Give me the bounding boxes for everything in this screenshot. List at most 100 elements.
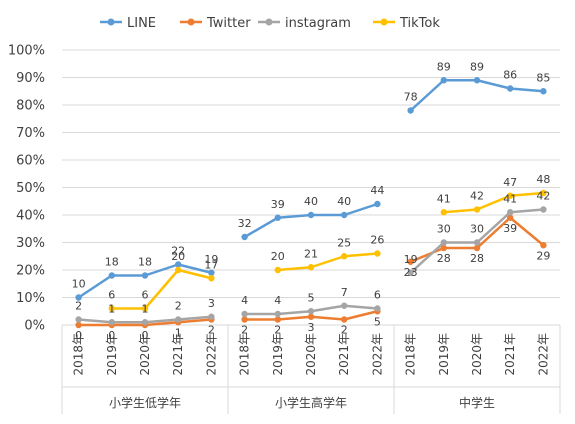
data-label: 17 (204, 258, 218, 271)
data-label: 3 (208, 297, 215, 310)
data-label: 19 (204, 253, 218, 266)
data-label: 20 (271, 250, 285, 263)
data-label: 42 (536, 190, 550, 203)
data-label: 10 (72, 278, 86, 291)
data-label: 3 (308, 321, 315, 334)
data-point (473, 77, 481, 84)
data-label: 28 (470, 252, 484, 265)
data-label: 23 (404, 266, 418, 279)
data-point (141, 305, 149, 312)
data-label: 2 (75, 300, 82, 313)
data-label: 6 (142, 289, 149, 302)
y-tick-label: 80% (16, 99, 45, 114)
data-label: 44 (370, 184, 384, 197)
data-label: 1 (175, 326, 182, 339)
data-point (175, 261, 182, 268)
data-label: 2 (241, 324, 248, 337)
x-tick-label: 2019年 (105, 333, 119, 376)
data-label: 2 (208, 324, 215, 337)
data-label: 40 (304, 195, 318, 208)
data-label: 6 (374, 289, 381, 302)
data-point (341, 211, 348, 219)
data-label: 39 (503, 222, 517, 235)
data-point (75, 321, 82, 329)
data-label: 78 (404, 91, 418, 104)
data-label: 0 (75, 329, 82, 342)
y-tick-label: 30% (16, 236, 45, 251)
data-label: 6 (108, 289, 115, 302)
data-point (374, 250, 381, 257)
y-tick-label: 60% (16, 154, 45, 169)
data-point (341, 316, 348, 323)
data-point (108, 319, 116, 326)
data-point (507, 192, 514, 199)
data-label: 39 (271, 198, 285, 211)
data-point (507, 214, 514, 221)
x-tick-label: 2021年 (503, 333, 517, 376)
y-tick-label: 100% (8, 44, 45, 59)
data-label: 2 (274, 324, 281, 337)
data-label: 41 (503, 192, 517, 205)
y-tick-label: 70% (16, 126, 45, 141)
data-point (440, 77, 447, 84)
data-label: 0 (108, 329, 115, 342)
data-point (341, 302, 348, 309)
y-tick-label: 20% (16, 264, 45, 279)
data-label: 5 (374, 315, 381, 328)
data-point (540, 88, 547, 95)
data-label: 5 (308, 291, 315, 304)
data-label: 1 (108, 302, 115, 315)
legend-entry: LINE (127, 16, 156, 31)
data-point (274, 316, 281, 323)
x-tick-label: 2022年 (370, 333, 384, 376)
y-tick-label: 10% (16, 291, 45, 306)
data-label: 1 (142, 302, 149, 315)
data-label: 2 (175, 300, 182, 313)
data-point (274, 310, 281, 318)
data-point (407, 258, 414, 265)
data-label: 30 (437, 223, 451, 236)
group-label: 中学生 (459, 395, 495, 410)
data-label: 18 (105, 256, 119, 269)
data-label: 89 (470, 60, 484, 73)
legend-swatch-marker (380, 18, 388, 26)
data-point (175, 266, 182, 274)
data-label: 85 (536, 71, 550, 84)
data-label: 32 (238, 217, 252, 230)
x-tick-label: 2020年 (304, 333, 318, 376)
data-label: 20 (171, 250, 185, 263)
data-point (540, 206, 547, 213)
data-label: 21 (304, 247, 318, 260)
series-line (277, 252, 378, 272)
series-line (243, 202, 378, 239)
x-tick-label: 2021年 (337, 333, 351, 376)
data-point (307, 211, 315, 219)
legend: LINE Twitter instagram TikTok (100, 16, 440, 31)
data-label: 42 (470, 190, 484, 203)
data-label: 2 (341, 324, 348, 337)
data-point (473, 206, 481, 213)
data-point (540, 189, 547, 197)
x-tick-label: 2018年 (238, 333, 252, 376)
data-point (241, 233, 248, 241)
data-label: 4 (274, 294, 281, 307)
data-label: 86 (503, 69, 517, 82)
data-label: 41 (437, 192, 451, 205)
data-point (108, 272, 116, 279)
data-label: 47 (503, 176, 517, 189)
legend-entry: Twitter (206, 16, 251, 31)
data-point (75, 294, 82, 301)
data-label: 25 (337, 236, 351, 249)
data-label: 40 (337, 195, 351, 208)
series-line (409, 79, 544, 112)
data-label: 89 (437, 60, 451, 73)
data-label: 4 (241, 294, 248, 307)
data-label: 29 (536, 249, 550, 262)
data-point (440, 239, 447, 246)
data-point (208, 275, 215, 282)
data-label: 0 (142, 329, 149, 342)
data-point (307, 313, 315, 320)
data-point (307, 264, 315, 271)
y-tick-label: 0% (24, 319, 45, 334)
